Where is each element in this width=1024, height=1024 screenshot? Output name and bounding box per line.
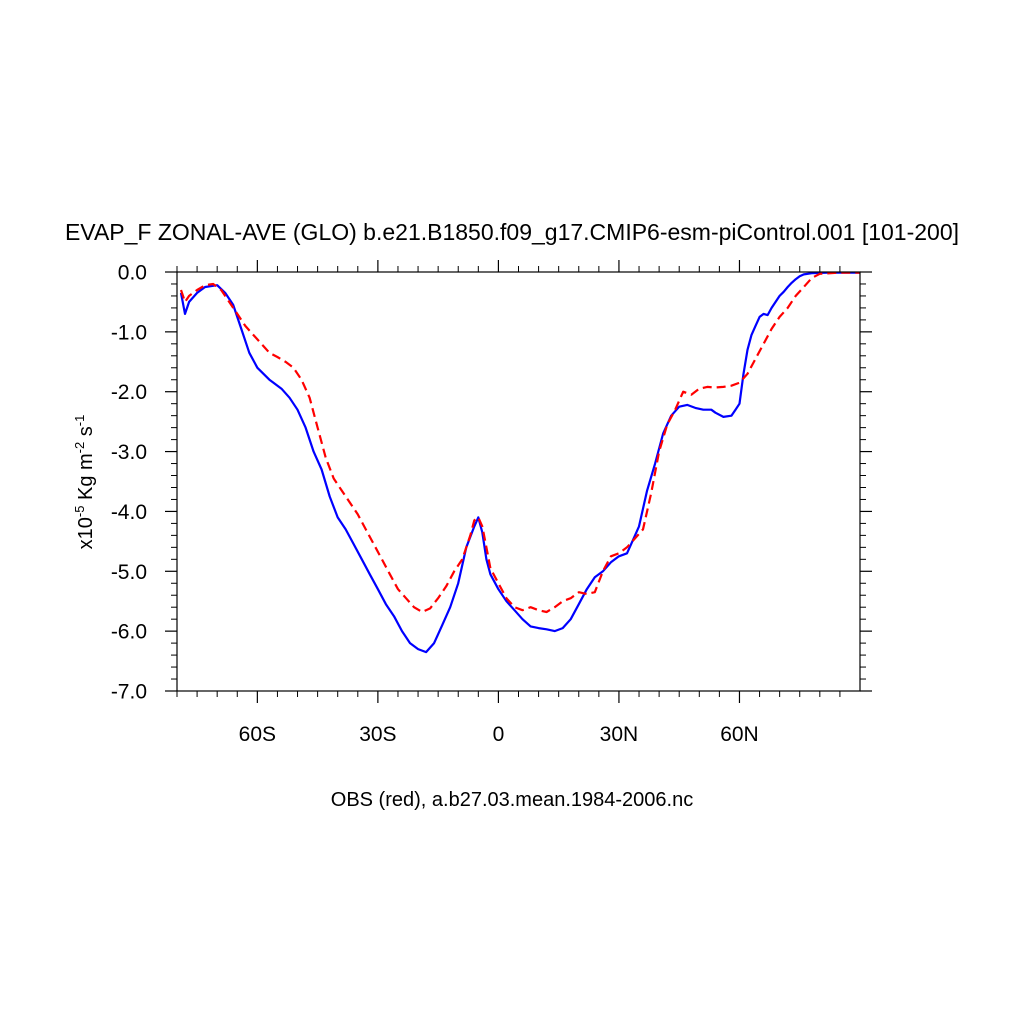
- y-tick-label: -2.0: [111, 381, 147, 404]
- x-tick-label: 30S: [359, 723, 396, 746]
- chart-title: EVAP_F ZONAL-AVE (GLO) b.e21.B1850.f09_g…: [65, 219, 959, 245]
- minor-ticks: [171, 266, 866, 697]
- chart-subtitle: OBS (red), a.b27.03.mean.1984-2006.nc: [331, 789, 693, 811]
- y-tick-label: -7.0: [111, 681, 147, 704]
- y-axis-label-exp2: -2: [72, 442, 87, 454]
- major-ticks: [165, 260, 872, 703]
- y-tick-label: -5.0: [111, 561, 147, 584]
- y-tick-label: 0.0: [118, 262, 147, 285]
- y-axis-label: x10-5 Kg m-2 s-1: [72, 415, 97, 550]
- y-tick-label: -3.0: [111, 441, 147, 464]
- y-axis-label-prefix: x10: [75, 517, 97, 549]
- x-tick-label: 60N: [720, 723, 759, 746]
- y-axis-label-exp1: -5: [72, 506, 87, 518]
- x-tick-labels: 60S 30S 0 30N 60N: [239, 723, 759, 746]
- x-tick-label: 0: [493, 723, 505, 746]
- y-axis-label-exp3: -1: [72, 415, 87, 427]
- y-tick-labels: 0.0 -1.0 -2.0 -3.0 -4.0 -5.0 -6.0 -7.0: [111, 262, 147, 704]
- x-tick-label: 30N: [600, 723, 639, 746]
- y-tick-label: -1.0: [111, 321, 147, 344]
- y-axis-label-mid: Kg m: [75, 453, 97, 505]
- series-layer: [179, 272, 860, 654]
- plot-frame: [176, 271, 861, 692]
- y-tick-label: -4.0: [111, 501, 147, 524]
- y-axis-label-mid2: s: [75, 426, 97, 442]
- series-line-obs: [179, 272, 860, 614]
- x-tick-label: 60S: [239, 723, 276, 746]
- y-tick-label: -6.0: [111, 621, 147, 644]
- series-line-model: [179, 272, 860, 654]
